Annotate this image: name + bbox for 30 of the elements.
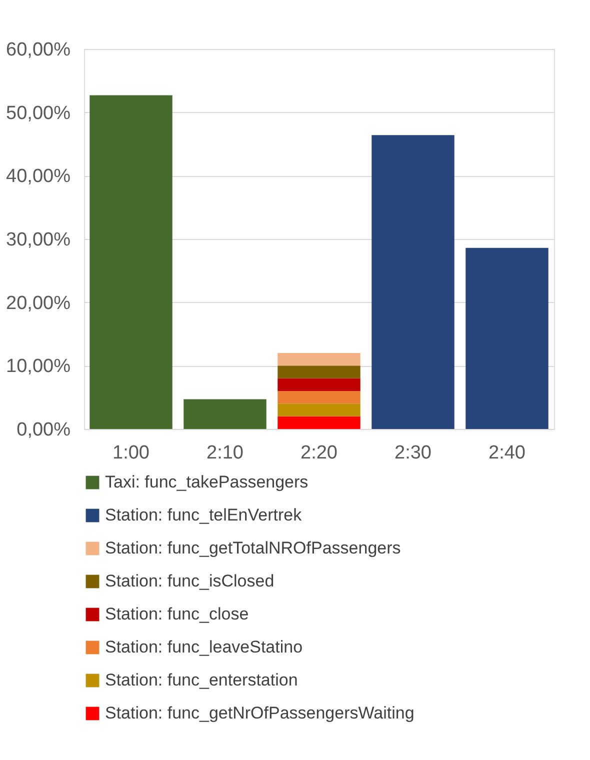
x-tick-label: 2:40: [488, 442, 526, 464]
y-tick-label: 0,00%: [16, 420, 71, 440]
y-tick-label: 10,00%: [6, 356, 71, 378]
legend-label: Station: func_close: [105, 604, 249, 624]
y-tick-label: 30,00%: [6, 230, 71, 250]
y-tick-label: 60,00%: [6, 40, 71, 60]
legend-label: Station: func_isClosed: [105, 572, 274, 590]
bar: [90, 95, 172, 429]
bar: [466, 248, 548, 429]
legend-label: Station: func_enterstation: [105, 670, 298, 690]
legend-label: Station: func_leaveStatino: [105, 638, 303, 656]
x-tick-label: 1:00: [112, 442, 150, 464]
bar: [278, 366, 360, 378]
y-tick-label: 50,00%: [6, 102, 71, 124]
legend-label: Station: func_getNrOfPassengersWaiting: [105, 704, 414, 722]
legend-label: Station: func_getTotalNROfPassengers: [105, 538, 401, 558]
bar: [372, 135, 454, 429]
bar: [278, 404, 360, 416]
x-tick-label: 2:10: [206, 442, 244, 464]
legend-label: Station: func_telEnVertrek: [105, 506, 302, 524]
x-tick-label: 2:30: [394, 442, 432, 464]
bar: [278, 378, 360, 391]
legend-label: Taxi: func_takePassengers: [105, 472, 308, 492]
bar: [278, 391, 360, 404]
bar: [184, 399, 266, 429]
x-tick-label: 2:20: [300, 442, 338, 464]
bar: [278, 353, 360, 366]
y-tick-label: 40,00%: [6, 166, 71, 188]
bar: [278, 416, 360, 429]
y-tick-label: 20,00%: [6, 292, 71, 314]
